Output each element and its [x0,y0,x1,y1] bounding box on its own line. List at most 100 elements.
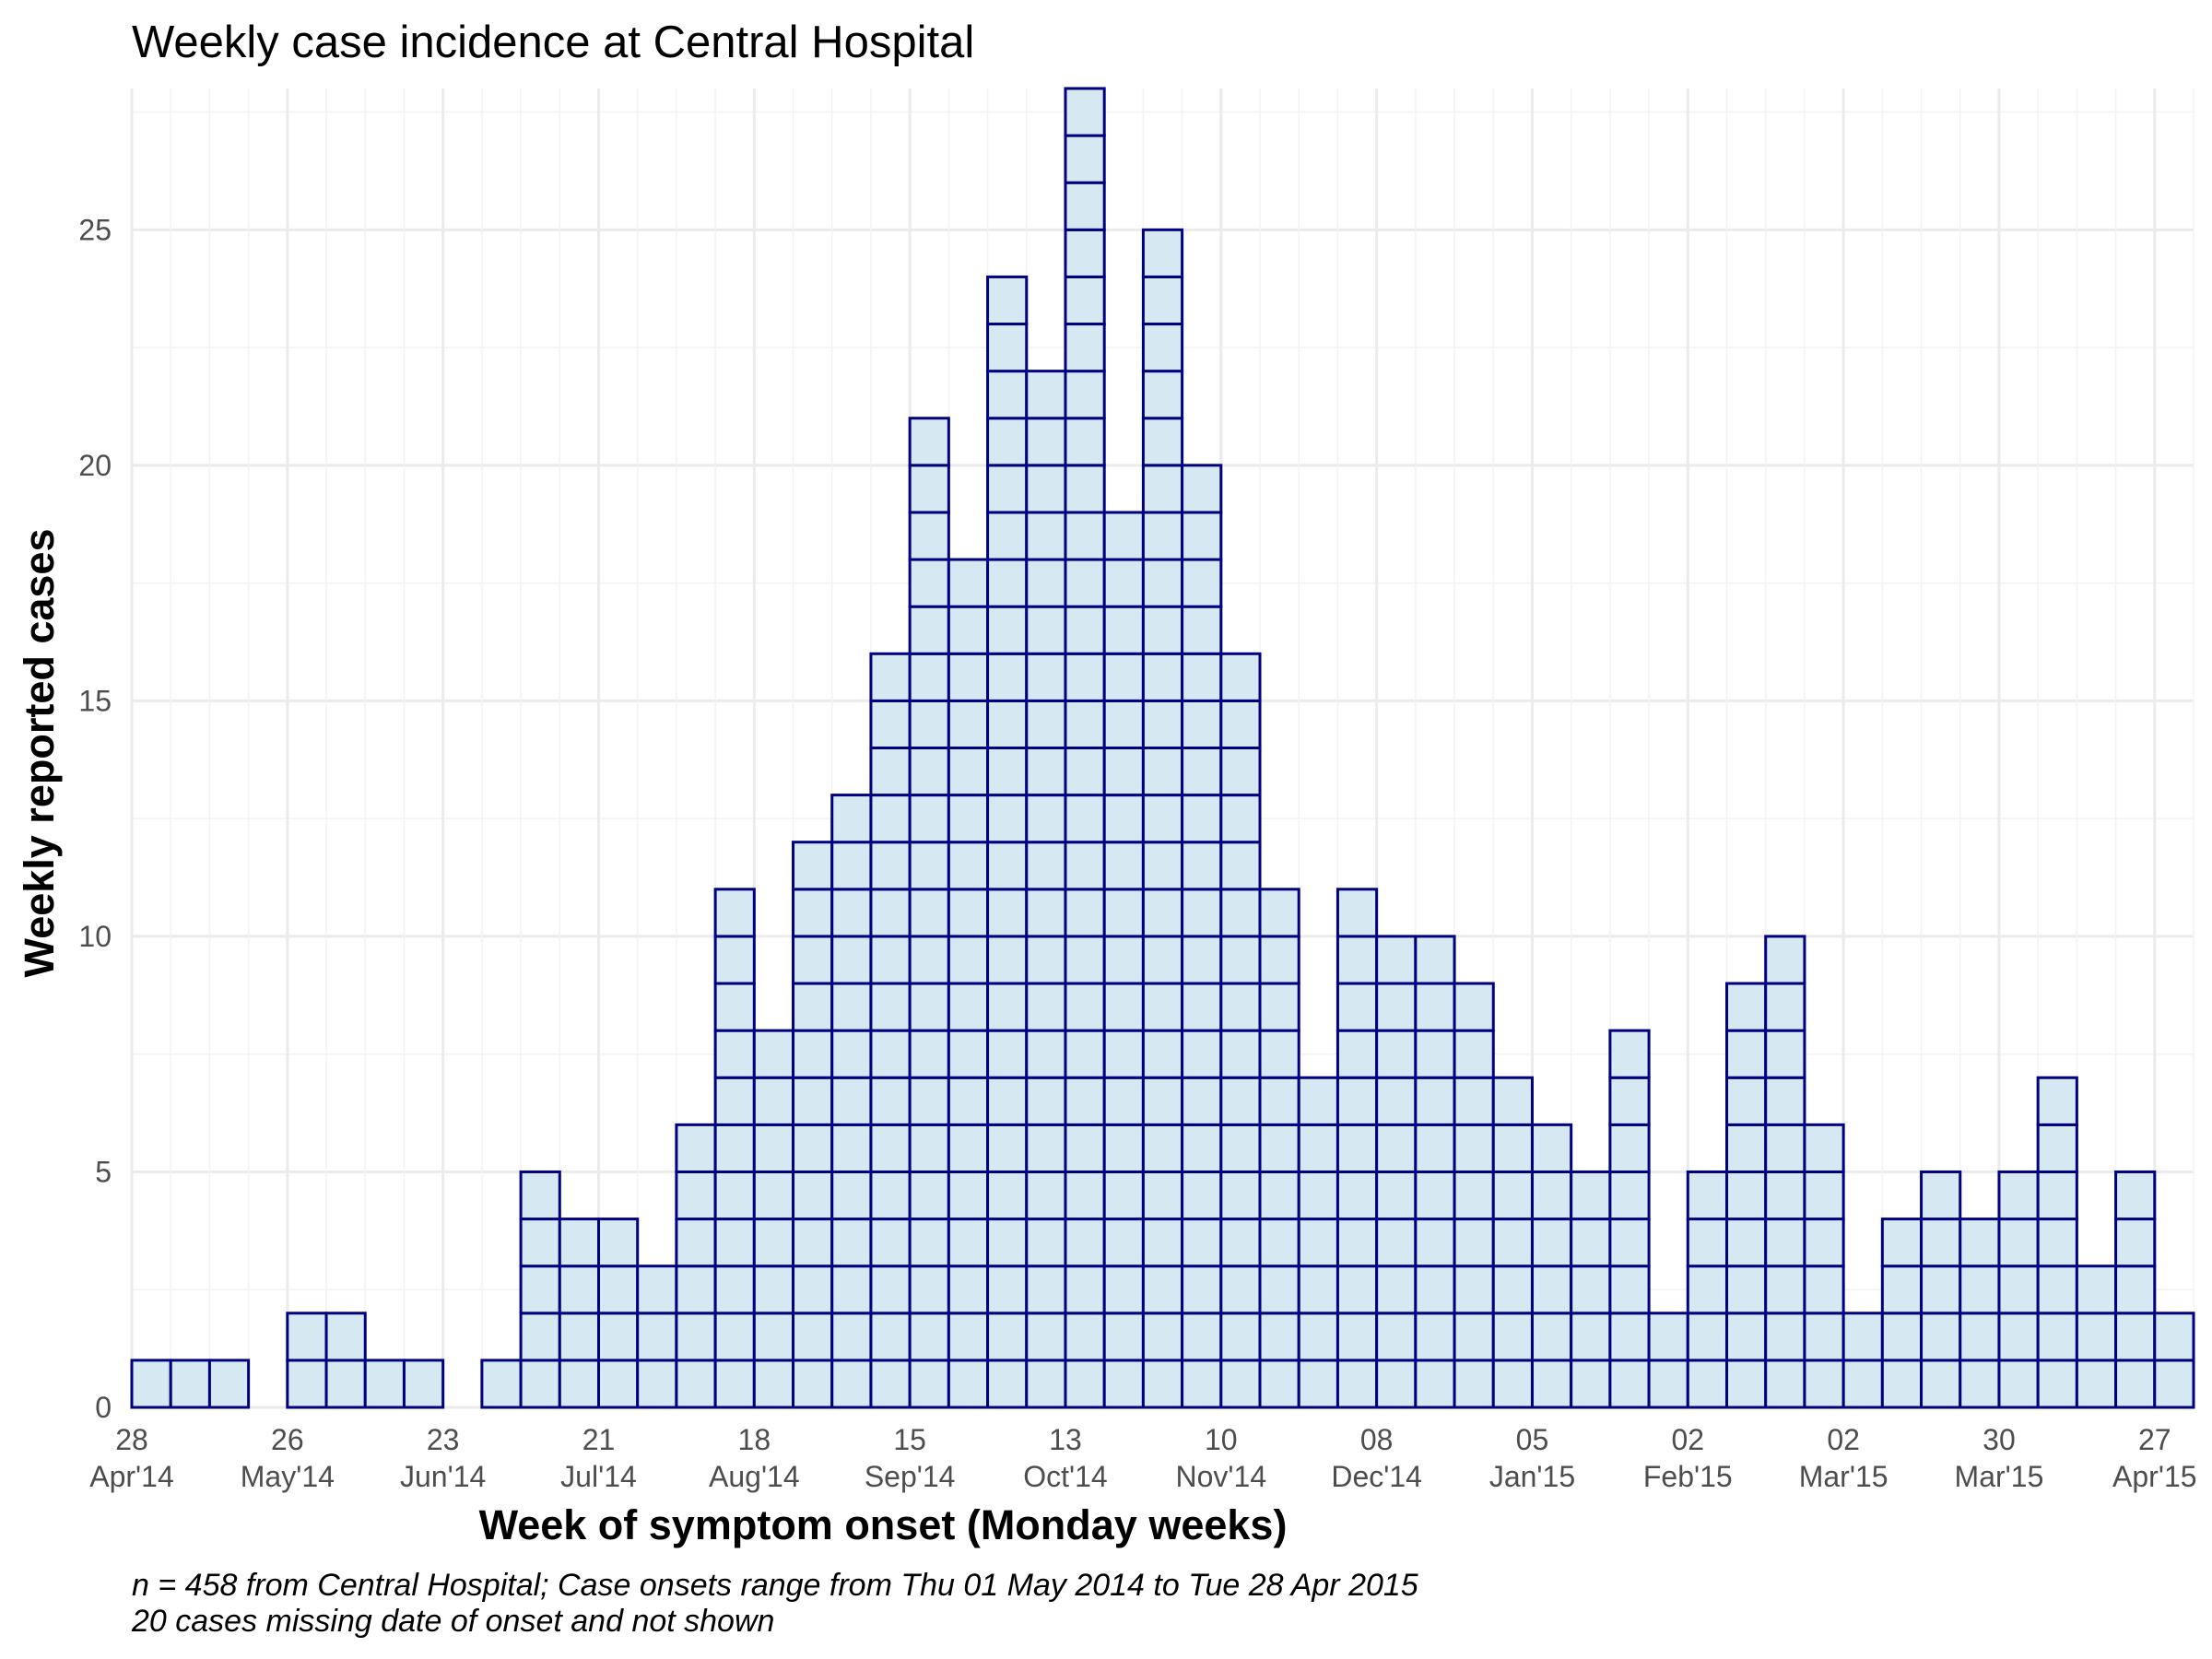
case-cell [1064,1265,1106,1315]
case-cell [908,888,950,938]
case-cell [908,982,950,1032]
case-cell [324,1359,367,1409]
case-cell [596,1265,640,1315]
case-cell [752,1123,795,1173]
case-cell [1335,888,1379,938]
case-cell [1880,1218,1924,1268]
case-cell [1725,1359,1768,1409]
x-tick-month-label: Aug'14 [709,1460,800,1493]
case-cell [947,888,990,938]
case-cell [1414,982,1456,1032]
case-cell [1453,1265,1495,1315]
case-cell [1102,888,1145,938]
x-tick-day-label: 15 [893,1423,926,1456]
case-cell [1335,1359,1379,1409]
case-cell [1141,558,1184,608]
y-tick-label: 20 [78,449,112,482]
case-cell [2036,1170,2078,1221]
x-tick-day-label: 13 [1049,1423,1082,1456]
case-cell [713,1076,756,1126]
case-cell [792,1312,834,1362]
case-cell [1920,1359,1962,1409]
case-cell [1102,652,1145,702]
case-cell [869,699,912,750]
case-cell [1725,1076,1768,1126]
case-cell [1570,1265,1612,1315]
case-cell [1102,1218,1145,1268]
case-cell [908,1312,950,1362]
case-cell [1064,1218,1106,1268]
case-cell [1764,1029,1806,1079]
case-cell [1064,228,1106,278]
case-cell [1258,1123,1300,1173]
case-cell [908,1123,950,1173]
case-cell [792,1123,834,1173]
case-cell [1141,747,1184,797]
case-cell [1725,1265,1768,1315]
case-cell [908,558,950,608]
case-cell [1530,1359,1573,1409]
case-cell [1297,1359,1339,1409]
x-tick-month-label: Jul'14 [560,1460,637,1493]
case-cell [1414,1123,1456,1173]
case-cell [869,794,912,844]
case-cell [1959,1265,2001,1315]
case-cell [1647,1359,1689,1409]
case-cell [947,1218,990,1268]
case-cell [1335,982,1379,1032]
case-cell [1102,1312,1145,1362]
case-cell [1141,794,1184,844]
case-cell [713,1170,756,1221]
case-cell [986,1359,1029,1409]
case-cell [830,888,873,938]
case-cell [1841,1312,1884,1362]
case-cell [869,1170,912,1221]
case-cell [792,1029,834,1079]
case-cell [1064,370,1106,420]
case-cell [1258,982,1300,1032]
case-cell [1453,1170,1495,1221]
case-cell [1181,652,1223,702]
case-cell [1141,652,1184,702]
case-cell [1880,1312,1924,1362]
case-cell [675,1123,717,1173]
case-cell [1258,1170,1300,1221]
case-cell [1491,1170,1534,1221]
case-cell [675,1170,717,1221]
case-cell [947,982,990,1032]
y-tick-label: 5 [95,1155,112,1188]
case-cell [1025,1123,1067,1173]
case-cell [1181,699,1223,750]
case-cell [1608,1029,1651,1079]
case-cell [792,1170,834,1221]
chart-title: Weekly case incidence at Central Hospita… [132,18,974,67]
x-tick-day-label: 30 [1983,1423,2016,1456]
case-cell [1141,370,1184,420]
case-cell [1375,1029,1418,1079]
case-cell [1335,1029,1379,1079]
case-cell [1141,1265,1184,1315]
case-cell [1297,1265,1339,1315]
case-cell [1025,935,1067,985]
case-cell [908,1265,950,1315]
case-cell [830,1170,873,1221]
case-cell [1102,1029,1145,1079]
case-cell [908,841,950,891]
case-cell [1025,888,1067,938]
case-cell [869,1029,912,1079]
case-cell [2114,1218,2157,1268]
case-cell [1181,464,1223,514]
case-cell [713,1359,756,1409]
case-cell [986,275,1029,326]
case-cell [1491,1359,1534,1409]
case-cell [1064,935,1106,985]
case-cell [908,935,950,985]
case-cell [1335,1076,1379,1126]
case-cell [1803,1359,1845,1409]
case-cell [1025,1265,1067,1315]
case-cell [1064,1359,1106,1409]
case-cell [1219,1123,1262,1173]
case-cell [869,982,912,1032]
case-cell [636,1312,678,1362]
case-cell [1025,794,1067,844]
